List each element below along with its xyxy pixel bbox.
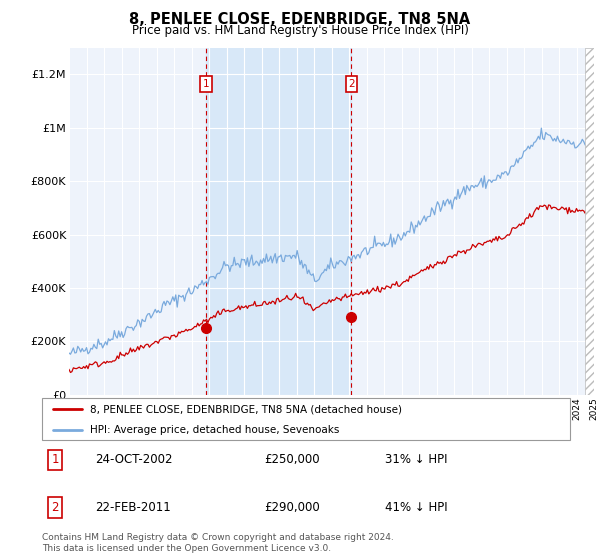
Text: £250,000: £250,000	[264, 453, 319, 466]
Bar	[206, 48, 352, 395]
Text: 8, PENLEE CLOSE, EDENBRIDGE, TN8 5NA (detached house): 8, PENLEE CLOSE, EDENBRIDGE, TN8 5NA (de…	[89, 404, 401, 414]
Polygon shape	[585, 48, 594, 395]
Text: 31% ↓ HPI: 31% ↓ HPI	[385, 453, 448, 466]
Text: HPI: Average price, detached house, Sevenoaks: HPI: Average price, detached house, Seve…	[89, 424, 339, 435]
Text: 2: 2	[52, 501, 59, 514]
Text: 22-FEB-2011: 22-FEB-2011	[95, 501, 170, 514]
Text: 24-OCT-2002: 24-OCT-2002	[95, 453, 172, 466]
Text: 1: 1	[52, 453, 59, 466]
FancyBboxPatch shape	[42, 398, 570, 440]
Text: 41% ↓ HPI: 41% ↓ HPI	[385, 501, 448, 514]
Text: Price paid vs. HM Land Registry's House Price Index (HPI): Price paid vs. HM Land Registry's House …	[131, 24, 469, 36]
Text: £290,000: £290,000	[264, 501, 320, 514]
Text: Contains HM Land Registry data © Crown copyright and database right 2024.
This d: Contains HM Land Registry data © Crown c…	[42, 533, 394, 553]
Text: 8, PENLEE CLOSE, EDENBRIDGE, TN8 5NA: 8, PENLEE CLOSE, EDENBRIDGE, TN8 5NA	[130, 12, 470, 27]
Text: 1: 1	[202, 79, 209, 89]
Text: 2: 2	[348, 79, 355, 89]
